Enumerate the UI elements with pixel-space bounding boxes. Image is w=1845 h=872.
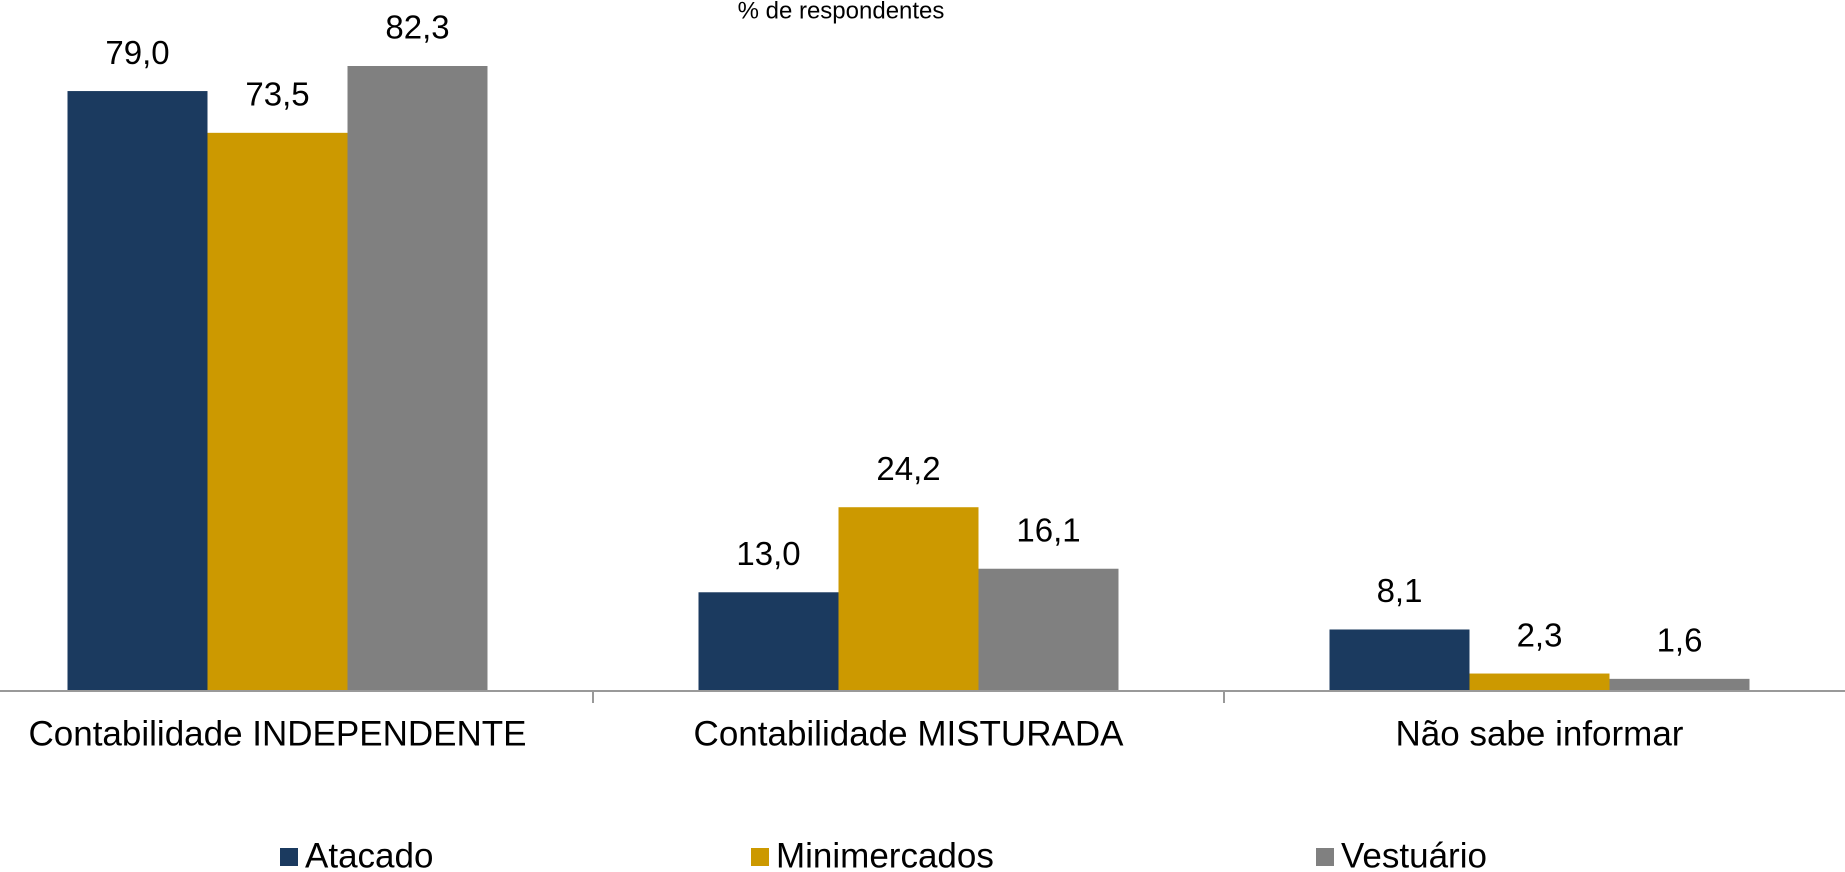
data-label: 16,1 [1016, 511, 1080, 548]
bar [698, 592, 839, 691]
data-label: 13,0 [736, 535, 800, 572]
bar [838, 507, 979, 691]
legend-label: Minimercados [776, 836, 994, 872]
data-label: 8,1 [1377, 572, 1423, 609]
x-tick-label: Contabilidade MISTURADA [694, 714, 1125, 753]
bar [207, 132, 348, 691]
x-tick-label: Não sabe informar [1396, 714, 1684, 753]
chart-subtitle: % de respondentes [738, 0, 945, 24]
bar [978, 568, 1119, 691]
data-label: 82,3 [385, 9, 449, 46]
legend-label: Vestuário [1341, 836, 1487, 872]
bar [1609, 678, 1750, 691]
data-label: 73,5 [245, 76, 309, 113]
legend-label: Atacado [305, 836, 433, 872]
bar [67, 91, 208, 692]
bar [1329, 629, 1470, 691]
data-label: 2,3 [1517, 616, 1563, 653]
legend-swatch [751, 848, 769, 866]
data-label: 1,6 [1657, 622, 1703, 659]
bar [347, 66, 488, 691]
x-tick-label: Contabilidade INDEPENDENTE [29, 714, 527, 753]
bar [1469, 673, 1610, 691]
data-label: 79,0 [105, 34, 169, 71]
data-label: 24,2 [876, 450, 940, 487]
legend-swatch [1316, 848, 1334, 866]
legend-swatch [280, 848, 298, 866]
